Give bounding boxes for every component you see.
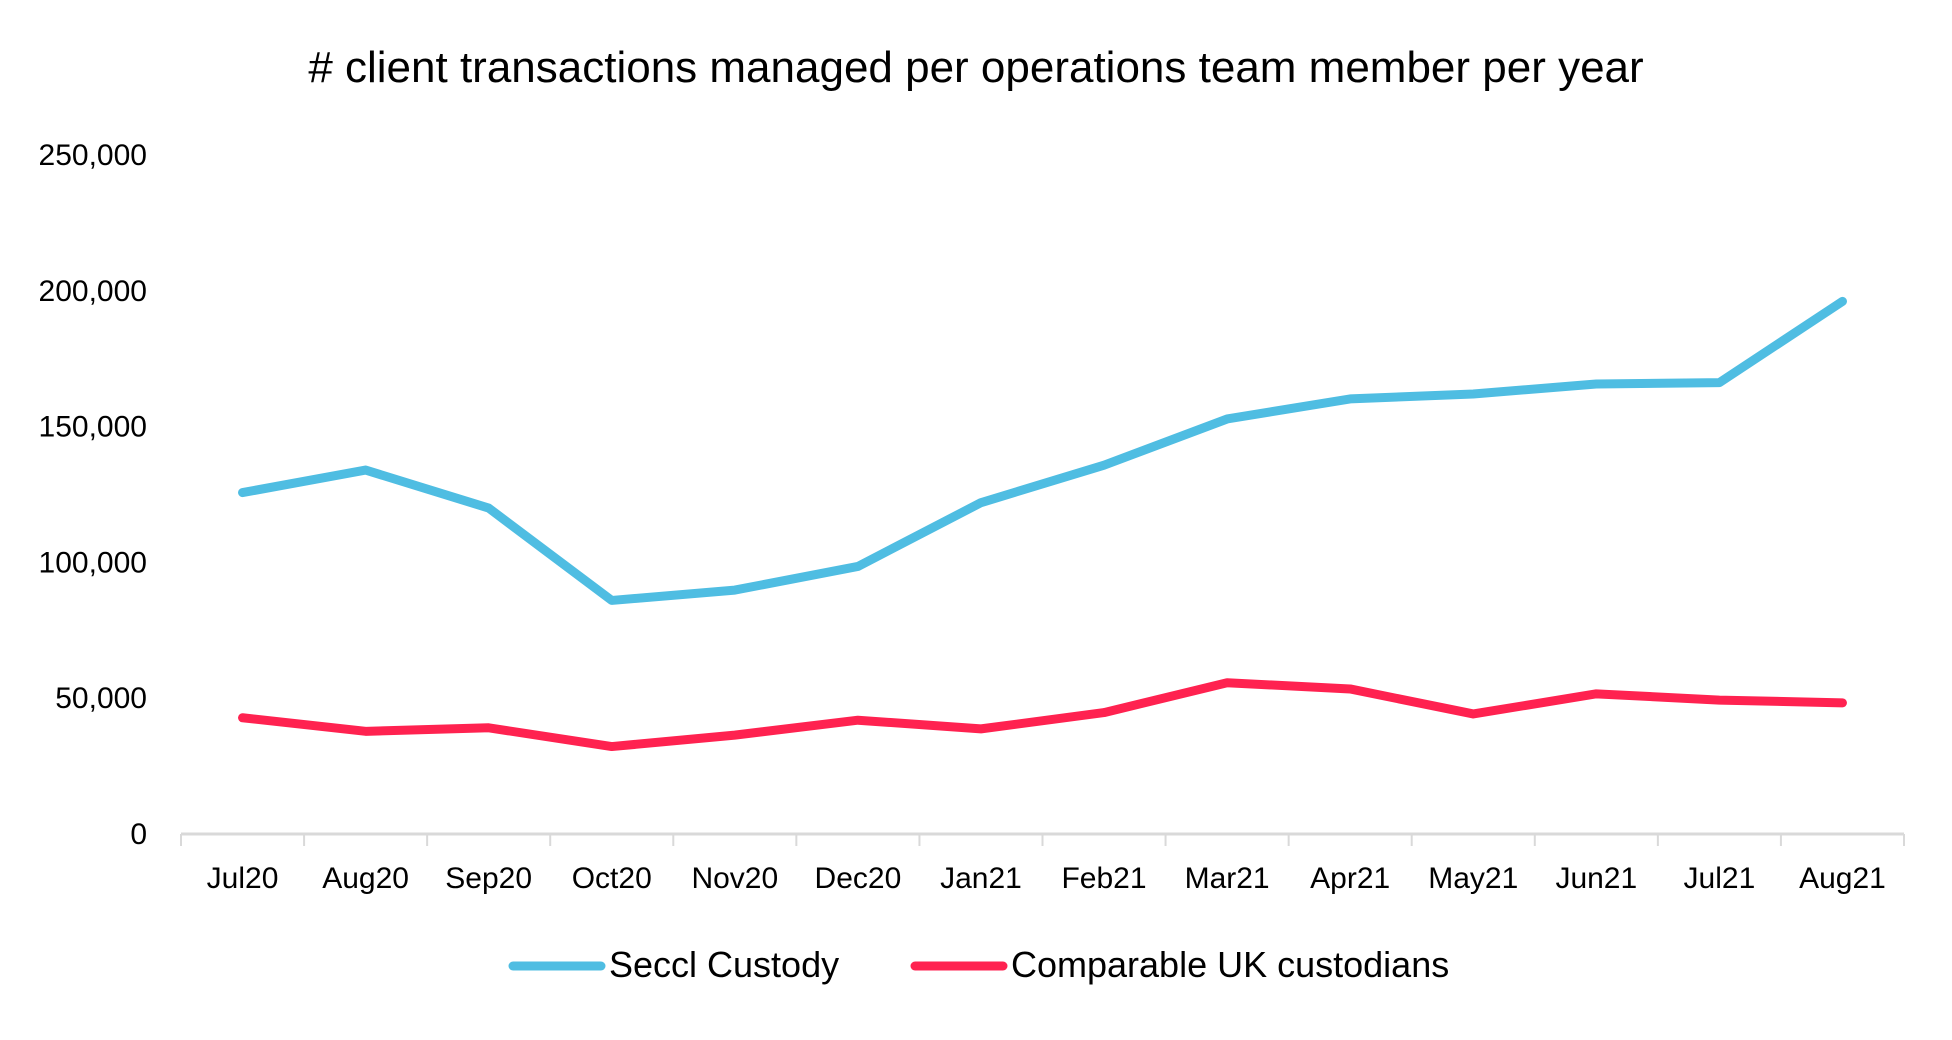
x-tick-label: Jun21 bbox=[1555, 862, 1637, 895]
y-tick-label: 150,000 bbox=[39, 411, 147, 444]
legend-label: Seccl Custody bbox=[609, 944, 839, 985]
x-tick-label: Sep20 bbox=[445, 862, 532, 895]
x-tick-label: Oct20 bbox=[572, 862, 652, 895]
y-tick-label: 0 bbox=[130, 818, 147, 851]
y-tick-label: 200,000 bbox=[39, 275, 147, 308]
x-tick-label: Mar21 bbox=[1185, 862, 1270, 895]
y-tick-label: 250,000 bbox=[39, 139, 147, 172]
series-line-0 bbox=[243, 301, 1843, 600]
y-tick-label: 100,000 bbox=[39, 546, 147, 579]
y-tick-label: 50,000 bbox=[55, 682, 147, 715]
x-tick-label: Jan21 bbox=[940, 862, 1022, 895]
chart-title: # client transactions managed per operat… bbox=[308, 43, 1643, 92]
x-tick-label: Jul20 bbox=[207, 862, 279, 895]
x-tick-label: May21 bbox=[1428, 862, 1518, 895]
x-tick-label: Aug20 bbox=[322, 862, 409, 895]
x-tick-label: Aug21 bbox=[1799, 862, 1886, 895]
x-tick-label: Feb21 bbox=[1061, 862, 1146, 895]
x-tick-label: Nov20 bbox=[691, 862, 778, 895]
x-tick-label: Jul21 bbox=[1684, 862, 1756, 895]
x-tick-label: Dec20 bbox=[815, 862, 902, 895]
series-line-1 bbox=[243, 683, 1843, 747]
x-tick-label: Apr21 bbox=[1310, 862, 1390, 895]
legend-label: Comparable UK custodians bbox=[1011, 944, 1449, 985]
